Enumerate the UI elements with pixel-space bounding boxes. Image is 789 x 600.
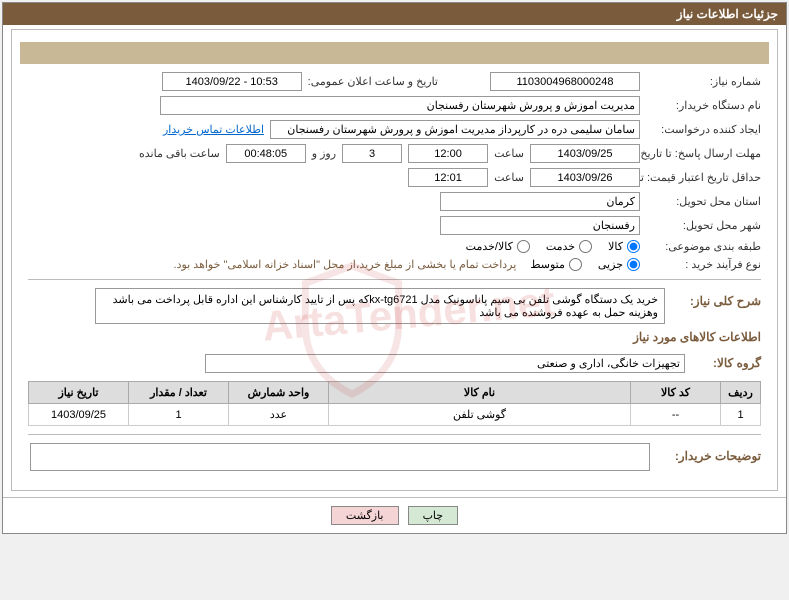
group-label: گروه کالا: xyxy=(691,356,761,370)
buyer-org-label: نام دستگاه خریدار: xyxy=(646,99,761,112)
radio-medium[interactable]: متوسط xyxy=(530,258,582,271)
table-cell: 1403/09/25 xyxy=(29,404,129,426)
time-label-1: ساعت xyxy=(494,147,524,160)
deadline-label: مهلت ارسال پاسخ: تا تاریخ: xyxy=(646,147,761,160)
process-radio-group: جزیی متوسط xyxy=(530,258,640,271)
radio-goods[interactable]: کالا xyxy=(608,240,640,253)
table-cell: گوشی تلفن xyxy=(329,404,631,426)
category-radio-group: کالا خدمت کالا/خدمت xyxy=(466,240,640,253)
requester-label: ایجاد کننده درخواست: xyxy=(646,123,761,136)
countdown-field[interactable] xyxy=(226,144,306,163)
process-label: نوع فرآیند خرید : xyxy=(646,258,761,271)
th-date: تاریخ نیاز xyxy=(29,382,129,404)
province-field[interactable] xyxy=(440,192,640,211)
th-qty: تعداد / مقدار xyxy=(129,382,229,404)
buyer-comment-box xyxy=(30,443,650,471)
divider-1 xyxy=(28,279,761,280)
validity-date-field[interactable] xyxy=(530,168,640,187)
requester-field[interactable] xyxy=(270,120,640,139)
contact-link[interactable]: اطلاعات تماس خریدار xyxy=(163,123,264,136)
main-frame: جزئیات اطلاعات نیاز ArtaTender.net شماره… xyxy=(2,2,787,534)
city-label: شهر محل تحویل: xyxy=(646,219,761,232)
items-table: ردیف کد کالا نام کالا واحد شمارش تعداد /… xyxy=(28,381,761,426)
category-label: طبقه بندی موضوعی: xyxy=(646,240,761,253)
table-cell: عدد xyxy=(229,404,329,426)
radio-partial[interactable]: جزیی xyxy=(598,258,640,271)
validity-time-field[interactable] xyxy=(408,168,488,187)
footer-buttons: چاپ بازگشت xyxy=(3,497,786,533)
days-and-label: روز و xyxy=(312,147,336,160)
deadline-time-field[interactable] xyxy=(408,144,488,163)
city-field[interactable] xyxy=(440,216,640,235)
buyer-comment-label: توضیحات خریدار: xyxy=(656,449,761,463)
table-cell: 1 xyxy=(721,404,761,426)
header-bar: جزئیات اطلاعات نیاز xyxy=(3,3,786,25)
remaining-label: ساعت باقی مانده xyxy=(139,147,220,160)
items-section-title: اطلاعات کالاهای مورد نیاز xyxy=(28,330,761,344)
th-code: کد کالا xyxy=(631,382,721,404)
back-button[interactable]: بازگشت xyxy=(331,506,399,525)
th-row: ردیف xyxy=(721,382,761,404)
table-cell: 1 xyxy=(129,404,229,426)
summary-label: شرح کلی نیاز: xyxy=(671,294,761,308)
days-field[interactable] xyxy=(342,144,402,163)
deadline-date-field[interactable] xyxy=(530,144,640,163)
province-label: استان محل تحویل: xyxy=(646,195,761,208)
th-unit: واحد شمارش xyxy=(229,382,329,404)
need-no-field[interactable] xyxy=(490,72,640,91)
divider-2 xyxy=(28,434,761,435)
radio-both[interactable]: کالا/خدمت xyxy=(466,240,530,253)
form-content: شماره نیاز: تاریخ و ساعت اعلان عمومی: نا… xyxy=(12,64,777,484)
page-title: جزئیات اطلاعات نیاز xyxy=(677,7,778,21)
buyer-org-field[interactable] xyxy=(160,96,640,115)
validity-label: حداقل تاریخ اعتبار قیمت: تا تاریخ: xyxy=(646,171,761,184)
announce-field[interactable] xyxy=(162,72,302,91)
need-no-label: شماره نیاز: xyxy=(646,75,761,88)
content-wrapper: ArtaTender.net شماره نیاز: تاریخ و ساعت … xyxy=(11,29,778,491)
summary-box: خرید یک دستگاه گوشی تلفن بی سیم پاناسونی… xyxy=(95,288,665,324)
announce-label: تاریخ و ساعت اعلان عمومی: xyxy=(308,75,438,88)
accent-band xyxy=(20,42,769,64)
th-name: نام کالا xyxy=(329,382,631,404)
radio-service[interactable]: خدمت xyxy=(546,240,592,253)
payment-note: پرداخت تمام یا بخشی از مبلغ خرید،از محل … xyxy=(174,258,517,271)
print-button[interactable]: چاپ xyxy=(408,506,459,525)
table-row: 1--گوشی تلفنعدد11403/09/25 xyxy=(29,404,761,426)
table-cell: -- xyxy=(631,404,721,426)
group-field[interactable] xyxy=(205,354,685,373)
time-label-2: ساعت xyxy=(494,171,524,184)
